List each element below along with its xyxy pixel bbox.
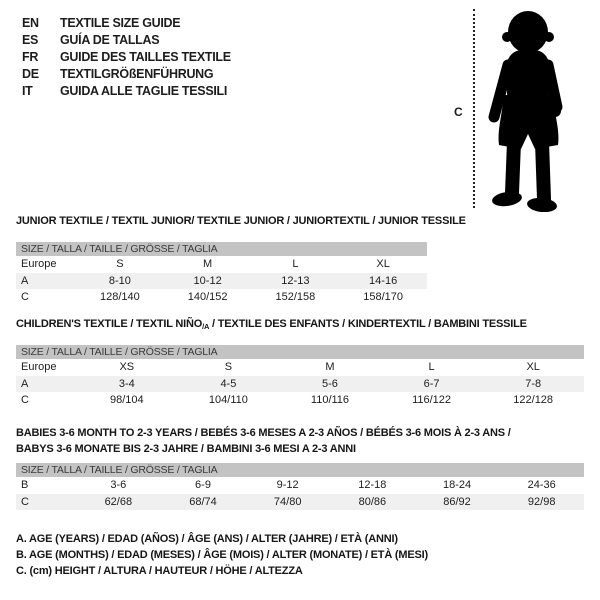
size-cell: 86/92 — [443, 495, 471, 508]
size-cell: 140/152 — [187, 291, 228, 304]
language-code: ES — [22, 32, 39, 47]
size-cell: 128/140 — [99, 291, 140, 304]
children-title-text: / TEXTILE DES ENFANTS / KINDERTEXTIL / B… — [209, 318, 527, 330]
language-code: IT — [22, 83, 33, 98]
size-cell: 8-10 — [108, 274, 131, 287]
size-cell: 18-24 — [442, 479, 472, 492]
language-row: DE TEXTILGRÖßENFÜHRUNG — [22, 65, 231, 82]
size-cell: 3-6 — [110, 479, 127, 492]
size-cell: 24-36 — [527, 479, 556, 492]
legend-line-b: B. AGE (MONTHS) / EDAD (MESES) / ÂGE (MO… — [16, 549, 428, 562]
legend-line-a: A. AGE (YEARS) / EDAD (AÑOS) / ÂGE (ANS)… — [16, 533, 398, 545]
children-size-table: SIZE / TALLA / TAILLE / GRÖSSE / TAGLIA … — [16, 345, 584, 409]
size-cell: 10-12 — [193, 274, 222, 287]
size-header-bar: SIZE / TALLA / TAILLE / GRÖSSE / TAGLIA — [16, 345, 584, 359]
size-cell: 6-7 — [423, 377, 440, 390]
size-cell: 104/110 — [208, 394, 248, 407]
language-row: ES GUÍA DE TALLAS — [22, 31, 231, 48]
language-row: IT GUIDA ALLE TAGLIE TESSILI — [22, 82, 231, 99]
row-label: C — [21, 394, 29, 407]
babies-title-line2: BABYS 3-6 MONATE BIS 2-3 JAHRE / BAMBINI… — [16, 443, 356, 456]
language-label: TEXTILGRÖßENFÜHRUNG — [60, 66, 214, 81]
table-row: Europe XS S M L XL — [16, 359, 584, 376]
size-cell: 152/158 — [275, 291, 316, 304]
size-cell: 122/128 — [513, 394, 554, 407]
size-cell: 80/86 — [358, 495, 387, 508]
row-label: B — [21, 479, 29, 492]
size-cell: 12-18 — [358, 479, 387, 492]
row-label: C — [21, 495, 29, 508]
size-cell: M — [325, 361, 335, 374]
babies-title-line1: BABIES 3-6 MONTH TO 2-3 YEARS / BEBÉS 3-… — [16, 427, 511, 439]
size-cell: 14-16 — [369, 274, 398, 287]
junior-section-title: JUNIOR TEXTILE / TEXTIL JUNIOR/ TEXTILE … — [16, 215, 466, 227]
size-header-bar: SIZE / TALLA / TAILLE / GRÖSSE / TAGLIA — [16, 242, 427, 256]
language-label: TEXTILE SIZE GUIDE — [60, 15, 181, 30]
row-label: Europe — [21, 361, 57, 374]
language-code: DE — [22, 66, 39, 81]
legend-line-c: C. (cm) HEIGHT / ALTURA / HAUTEUR / HÖHE… — [16, 565, 303, 578]
size-cell: 68/74 — [189, 495, 217, 508]
size-cell: 12-13 — [281, 274, 310, 287]
size-cell: XL — [376, 258, 390, 271]
size-header-bar: SIZE / TALLA / TAILLE / GRÖSSE / TAGLIA — [16, 463, 584, 477]
babies-size-table: SIZE / TALLA / TAILLE / GRÖSSE / TAGLIA … — [16, 463, 584, 510]
size-cell: 5-6 — [322, 377, 338, 390]
table-row: Europe S M L XL — [16, 256, 427, 273]
language-label: GUIDE DES TAILLES TEXTILE — [60, 49, 231, 64]
row-label: A — [21, 274, 29, 287]
row-label: A — [21, 377, 29, 390]
size-cell: XL — [526, 361, 540, 374]
size-cell: 4-5 — [220, 377, 237, 390]
children-title-subscript: /A — [202, 322, 210, 331]
size-cell: 74/80 — [273, 495, 302, 508]
size-cell: 9-12 — [276, 479, 299, 492]
size-cell: XS — [119, 361, 135, 374]
size-cell: L — [292, 258, 299, 271]
legend: A. AGE (YEARS) / EDAD (AÑOS) / ÂGE (ANS)… — [16, 531, 428, 580]
size-cell: 98/104 — [109, 394, 144, 407]
language-code: EN — [22, 15, 39, 30]
height-measure-line — [473, 9, 475, 208]
language-label: GUÍA DE TALLAS — [60, 32, 160, 47]
language-list: EN TEXTILE SIZE GUIDE ES GUÍA DE TALLAS … — [22, 14, 231, 99]
table-row: A 3-4 4-5 5-6 6-7 7-8 — [16, 375, 584, 392]
children-title-text: CHILDREN'S TEXTILE / TEXTIL NIÑO — [16, 318, 203, 330]
table-row: B 3-6 6-9 9-12 12-18 18-24 24-36 — [16, 477, 584, 494]
table-row: C 128/140 140/152 152/158 158/170 — [16, 289, 427, 306]
table-row: C 98/104 104/110 110/116 116/122 122/128 — [16, 392, 584, 409]
height-label: C — [454, 105, 463, 119]
size-cell: 92/98 — [527, 495, 556, 508]
size-cell: 158/170 — [363, 291, 403, 304]
babies-section-title: BABIES 3-6 MONTH TO 2-3 YEARS / BEBÉS 3-… — [16, 425, 511, 457]
size-cell: 3-4 — [118, 377, 135, 390]
baby-silhouette-icon — [488, 11, 563, 212]
language-row: EN TEXTILE SIZE GUIDE — [22, 14, 231, 31]
children-section-title: CHILDREN'S TEXTILE / TEXTIL NIÑO/A / TEX… — [16, 318, 527, 331]
size-cell: S — [224, 361, 233, 374]
language-label: GUIDA ALLE TAGLIE TESSILI — [60, 83, 228, 98]
size-cell: S — [116, 258, 124, 271]
size-cell: 6-9 — [195, 479, 211, 492]
language-code: FR — [22, 49, 39, 64]
size-cell: 7-8 — [525, 377, 542, 390]
size-cell: 62/68 — [104, 495, 133, 508]
language-row: FR GUIDE DES TAILLES TEXTILE — [22, 48, 231, 65]
size-cell: 116/122 — [412, 394, 452, 407]
size-cell: 110/116 — [310, 394, 350, 407]
row-label: Europe — [21, 258, 57, 271]
junior-size-table: SIZE / TALLA / TAILLE / GRÖSSE / TAGLIA … — [16, 242, 427, 306]
size-cell: M — [203, 258, 213, 271]
table-row: C 62/68 68/74 74/80 80/86 86/92 92/98 — [16, 493, 584, 510]
size-cell: L — [428, 361, 435, 374]
row-label: C — [21, 291, 29, 304]
table-row: A 8-10 10-12 12-13 14-16 — [16, 272, 427, 289]
